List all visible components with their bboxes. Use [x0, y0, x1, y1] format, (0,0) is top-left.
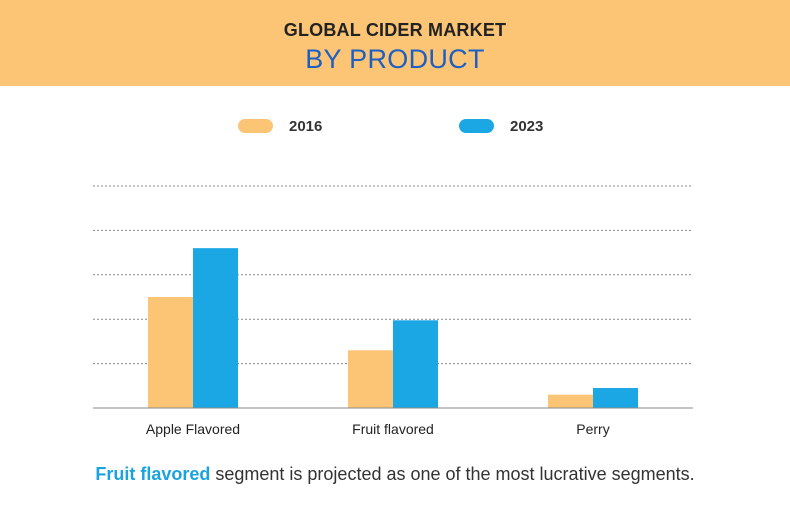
- caption: Fruit flavored segment is projected as o…: [0, 464, 790, 485]
- category-label: Apple Flavored: [146, 421, 240, 437]
- bar-2023-3: [593, 388, 638, 408]
- category-label: Perry: [576, 421, 609, 437]
- bar-2016-1: [148, 297, 193, 408]
- bar-2023-1: [193, 248, 238, 408]
- caption-text: segment is projected as one of the most …: [210, 464, 694, 484]
- bar-2016-3: [548, 395, 593, 408]
- bar-2016-2: [348, 350, 393, 408]
- caption-highlight: Fruit flavored: [95, 464, 210, 484]
- bar-chart: Apple Flavored Fruit flavored Perry: [0, 0, 790, 527]
- category-label: Fruit flavored: [352, 421, 434, 437]
- bar-2023-2: [393, 320, 438, 408]
